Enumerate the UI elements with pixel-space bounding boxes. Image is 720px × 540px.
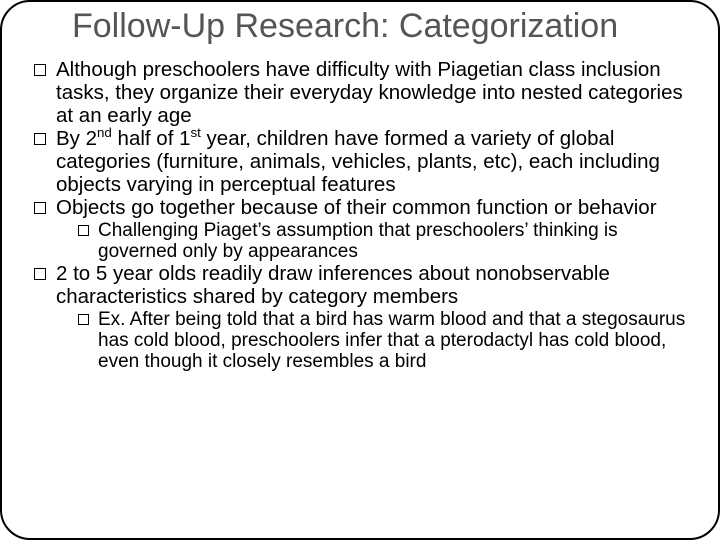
list-item: By 2nd half of 1st year, children have f… — [32, 128, 698, 197]
bullet-text: Objects go together because of their com… — [56, 196, 657, 219]
bullet-text: Although preschoolers have difficulty wi… — [56, 58, 683, 127]
bullet-list: Although preschoolers have difficulty wi… — [32, 59, 698, 372]
list-item: Objects go together because of their com… — [32, 197, 698, 262]
bullet-text-part: By 2 — [56, 127, 97, 150]
list-item: Ex. After being told that a bird has war… — [76, 309, 698, 373]
list-item: 2 to 5 year olds readily draw inferences… — [32, 263, 698, 373]
sub-bullet-list: Challenging Piaget’s assumption that pre… — [56, 220, 698, 263]
slide-title: Follow-Up Research: Categorization — [72, 8, 698, 45]
slide-frame: Follow-Up Research: Categorization Altho… — [0, 0, 720, 540]
ordinal-sup: nd — [97, 125, 112, 140]
sub-bullet-list: Ex. After being told that a bird has war… — [56, 309, 698, 373]
ordinal-sup: st — [190, 125, 200, 140]
subbullet-text: Challenging Piaget’s assumption that pre… — [98, 220, 618, 262]
list-item: Although preschoolers have difficulty wi… — [32, 59, 698, 128]
bullet-text-part: half of 1 — [112, 127, 191, 150]
list-item: Challenging Piaget’s assumption that pre… — [76, 220, 698, 263]
bullet-text: 2 to 5 year olds readily draw inferences… — [56, 262, 610, 308]
subbullet-text: Ex. After being told that a bird has war… — [98, 309, 685, 373]
